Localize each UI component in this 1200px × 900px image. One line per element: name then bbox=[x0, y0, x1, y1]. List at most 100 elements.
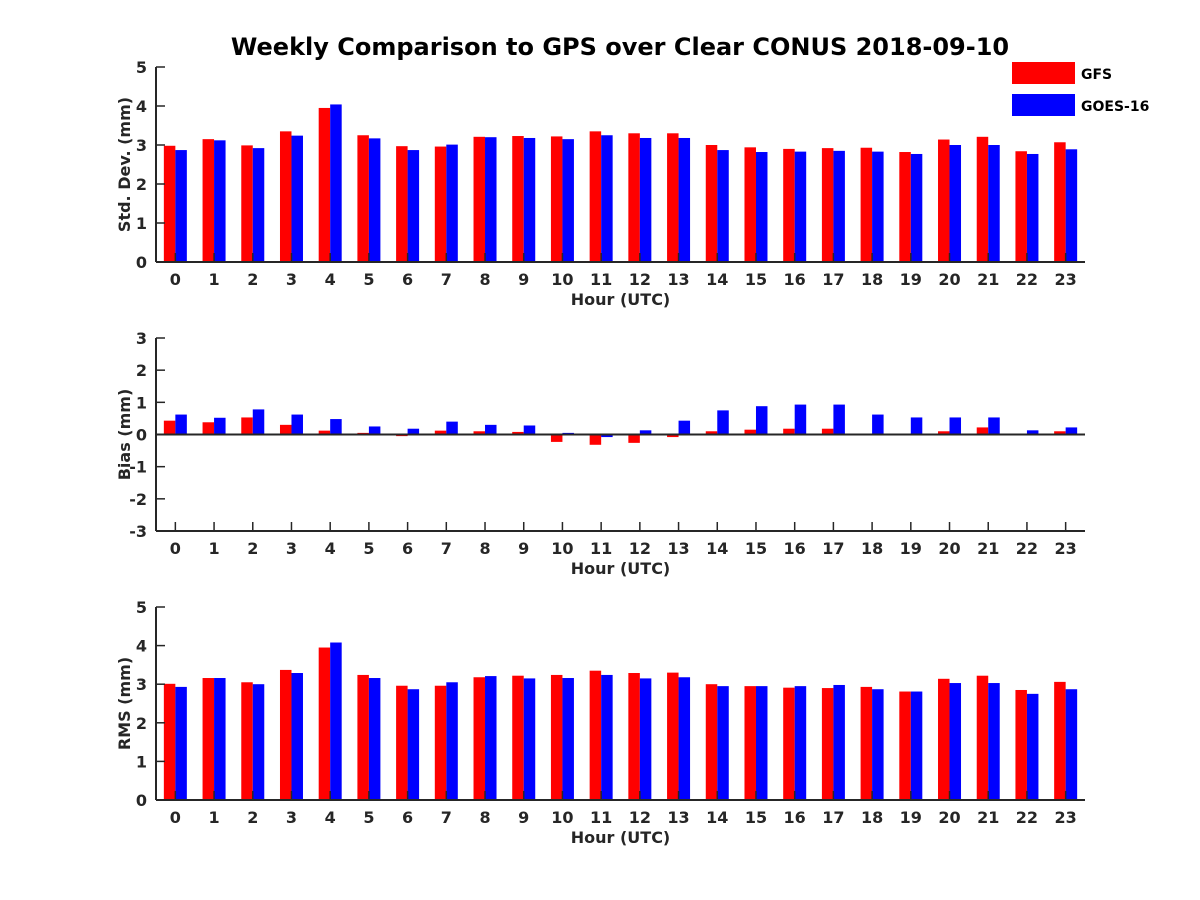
bias-x-tick-label: 6 bbox=[402, 539, 413, 558]
std-dev-bar-goes16-hour-10 bbox=[562, 139, 574, 262]
rms-bar-gfs-hour-6 bbox=[396, 685, 408, 800]
rms-y-tick-label: 4 bbox=[136, 637, 147, 656]
bias-bar-goes16-hour-17 bbox=[833, 404, 845, 435]
legend-swatch-gfs bbox=[1012, 62, 1075, 84]
bias-y-tick-label: -1 bbox=[129, 458, 147, 477]
std-dev-y-tick-label: 3 bbox=[136, 136, 147, 155]
std-dev-x-tick-label: 10 bbox=[551, 270, 573, 289]
std-dev-bar-gfs-hour-14 bbox=[705, 145, 718, 262]
rms-bar-goes16-hour-9 bbox=[523, 678, 536, 800]
rms-bar-goes16-hour-3 bbox=[291, 673, 303, 800]
rms-bar-goes16-hour-18 bbox=[872, 689, 884, 800]
std-dev-y-tick-label: 0 bbox=[136, 253, 147, 272]
rms-bar-gfs-hour-0 bbox=[163, 683, 176, 800]
bias-bar-goes16-hour-23 bbox=[1065, 427, 1078, 435]
bias-bar-goes16-hour-22 bbox=[1026, 430, 1039, 435]
rms-bar-gfs-hour-23 bbox=[1054, 681, 1066, 800]
std-dev-bar-gfs-hour-20 bbox=[938, 139, 950, 262]
rms-x-tick-label: 7 bbox=[441, 808, 452, 827]
bias-bar-goes16-hour-11 bbox=[601, 434, 613, 438]
rms-y-tick-label: 1 bbox=[136, 752, 147, 771]
bias-x-tick-label: 8 bbox=[479, 539, 490, 558]
std-dev-bar-goes16-hour-13 bbox=[678, 137, 691, 262]
rms-bar-goes16-hour-7 bbox=[446, 682, 458, 800]
std-dev-x-tick-label: 13 bbox=[667, 270, 689, 289]
bias-bar-gfs-hour-15 bbox=[744, 429, 756, 435]
bias-bar-gfs-hour-14 bbox=[705, 431, 718, 435]
bias-y-tick-label: 3 bbox=[136, 329, 147, 348]
bias-bar-goes16-hour-13 bbox=[678, 420, 691, 435]
rms-bar-goes16-hour-8 bbox=[485, 676, 497, 800]
bias-x-tick-label: 18 bbox=[861, 539, 883, 558]
rms-bar-gfs-hour-3 bbox=[279, 669, 292, 800]
bias-x-tick-label: 20 bbox=[938, 539, 960, 558]
bias-bar-goes16-hour-3 bbox=[291, 414, 303, 435]
std-dev-bar-goes16-hour-16 bbox=[794, 151, 807, 262]
std-dev-bar-goes16-hour-17 bbox=[833, 150, 845, 262]
rms-bar-gfs-hour-9 bbox=[512, 675, 524, 800]
bias-bar-goes16-hour-14 bbox=[717, 410, 729, 435]
bias-y-axis-label: Bias (mm) bbox=[115, 389, 134, 481]
bias-x-tick-label: 17 bbox=[822, 539, 844, 558]
std-dev-x-tick-label: 15 bbox=[745, 270, 767, 289]
bias-bar-gfs-hour-2 bbox=[241, 417, 253, 435]
bias-bar-goes16-hour-5 bbox=[368, 426, 381, 435]
std-dev-bar-goes16-hour-14 bbox=[717, 150, 729, 262]
bias-y-tick-label: -2 bbox=[129, 490, 147, 509]
rms-bar-goes16-hour-4 bbox=[330, 642, 342, 800]
std-dev-x-tick-label: 6 bbox=[402, 270, 413, 289]
rms-x-tick-label: 5 bbox=[363, 808, 374, 827]
bias-bar-gfs-hour-9 bbox=[512, 431, 524, 435]
std-dev-bar-gfs-hour-8 bbox=[473, 136, 486, 262]
legend-label-gfs: GFS bbox=[1081, 67, 1112, 83]
bias-x-tick-label: 11 bbox=[590, 539, 612, 558]
rms-bar-gfs-hour-5 bbox=[357, 674, 369, 800]
bias-bar-gfs-hour-0 bbox=[163, 420, 176, 435]
rms-x-tick-label: 19 bbox=[900, 808, 922, 827]
std-dev-bar-gfs-hour-17 bbox=[821, 148, 834, 262]
std-dev-bar-gfs-hour-7 bbox=[434, 146, 447, 262]
bias-bar-goes16-hour-16 bbox=[794, 404, 807, 435]
rms-x-tick-label: 17 bbox=[822, 808, 844, 827]
bias-bar-gfs-hour-12 bbox=[628, 434, 640, 443]
rms-bar-gfs-hour-18 bbox=[860, 686, 873, 800]
rms-x-tick-label: 11 bbox=[590, 808, 612, 827]
bias-bar-goes16-hour-20 bbox=[949, 417, 962, 435]
std-dev-bar-gfs-hour-2 bbox=[241, 145, 253, 262]
rms-bar-goes16-hour-13 bbox=[678, 677, 691, 800]
bias-bar-goes16-hour-8 bbox=[485, 424, 497, 435]
bias-x-tick-label: 13 bbox=[667, 539, 689, 558]
std-dev-bar-goes16-hour-4 bbox=[330, 104, 342, 262]
std-dev-bar-gfs-hour-16 bbox=[783, 148, 795, 262]
rms-bar-gfs-hour-19 bbox=[899, 691, 911, 800]
std-dev-y-tick-label: 5 bbox=[136, 58, 147, 77]
bias-x-tick-label: 2 bbox=[247, 539, 258, 558]
bias-bar-gfs-hour-11 bbox=[589, 434, 602, 445]
std-dev-bar-goes16-hour-20 bbox=[949, 145, 962, 262]
std-dev-bar-goes16-hour-9 bbox=[523, 137, 536, 262]
rms-bar-goes16-hour-15 bbox=[755, 686, 768, 800]
std-dev-bar-gfs-hour-23 bbox=[1054, 142, 1066, 262]
bias-bar-gfs-hour-1 bbox=[202, 422, 215, 435]
legend: GFS GOES-16 bbox=[1012, 62, 1149, 116]
rms-y-tick-label: 5 bbox=[136, 598, 147, 617]
bias-y-tick-label: 1 bbox=[136, 393, 147, 412]
std-dev-bar-gfs-hour-1 bbox=[202, 139, 215, 262]
rms-y-tick-label: 2 bbox=[136, 714, 147, 733]
std-dev-x-tick-label: 23 bbox=[1055, 270, 1077, 289]
rms-bar-goes16-hour-17 bbox=[833, 684, 845, 800]
bias-bar-goes16-hour-12 bbox=[639, 430, 652, 435]
std-dev-y-axis-label: Std. Dev. (mm) bbox=[115, 97, 134, 232]
std-dev-x-tick-label: 22 bbox=[1016, 270, 1038, 289]
bias-bar-gfs-hour-8 bbox=[473, 431, 486, 435]
rms-x-tick-label: 14 bbox=[706, 808, 728, 827]
bias-bar-goes16-hour-19 bbox=[910, 417, 923, 435]
std-dev-x-tick-label: 9 bbox=[518, 270, 529, 289]
std-dev-bar-goes16-hour-6 bbox=[407, 150, 420, 262]
bias-x-tick-label: 19 bbox=[900, 539, 922, 558]
rms-bar-goes16-hour-12 bbox=[639, 678, 652, 800]
bias-bar-gfs-hour-21 bbox=[976, 427, 989, 435]
std-dev-x-tick-label: 14 bbox=[706, 270, 728, 289]
rms-y-tick-label: 0 bbox=[136, 791, 147, 810]
